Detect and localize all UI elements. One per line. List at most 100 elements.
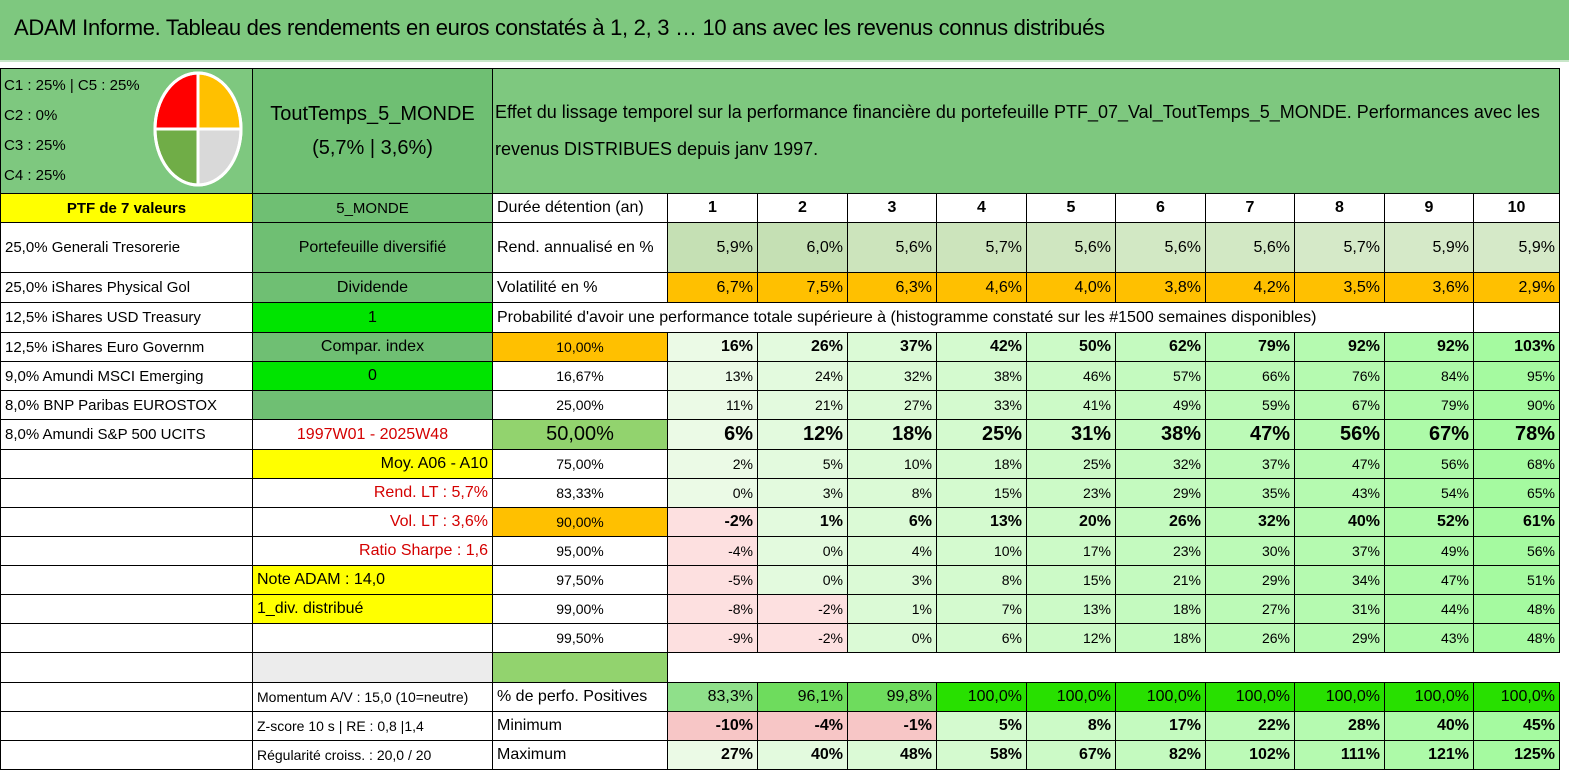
probability-value: 66% [1205, 361, 1295, 391]
table-row: 8,0% BNP Paribas EUROSTOX 25,00% 11% 21% 27%… [0, 390, 1560, 420]
performance-table: C1 : 25% | C5 : 25% C2 : 0% C3 : 25% C4 … [0, 68, 1560, 770]
probability-value: 49% [1384, 536, 1474, 566]
positive-perf-value: 83,3% [667, 682, 758, 712]
probability-value: 10% [847, 449, 937, 479]
probability-threshold: 25,00% [492, 390, 668, 420]
vol-value: 4,2% [1205, 272, 1295, 303]
probability-value: 18% [1115, 623, 1206, 653]
probability-threshold: 75,00% [492, 449, 668, 479]
probability-value: 32% [847, 361, 937, 391]
value-one: 1 [252, 302, 493, 333]
probability-value: 26% [757, 332, 848, 362]
probability-value: -2% [667, 507, 758, 537]
probability-value: 3% [847, 565, 937, 595]
monde-label: 5_MONDE [252, 193, 493, 223]
vol-value: 7,5% [757, 272, 848, 303]
maximum-value: 67% [1026, 740, 1116, 770]
probability-value: 78% [1473, 419, 1560, 450]
holding: 8,0% BNP Paribas EUROSTOX [0, 390, 253, 420]
probability-value: 32% [1205, 507, 1295, 537]
legend-line: C4 : 25% [4, 167, 66, 184]
minimum-value: 5% [936, 711, 1027, 741]
probability-value: 44% [1384, 594, 1474, 624]
vol-value: 4,0% [1026, 272, 1116, 303]
probability-value: 92% [1294, 332, 1385, 362]
empty-gray-cell [252, 652, 493, 683]
probability-value: 31% [1294, 594, 1385, 624]
probability-value: 92% [1384, 332, 1474, 362]
probability-threshold: 99,50% [492, 623, 668, 653]
probability-header: Probabilité d'avoir une performance tota… [492, 302, 1474, 333]
probability-value: 61% [1473, 507, 1560, 537]
empty-cell [668, 653, 758, 683]
probability-value: 47% [1384, 565, 1474, 595]
holding: 25,0% Generali Tresorerie [0, 222, 253, 273]
probability-value: 56% [1473, 536, 1560, 566]
positive-perf-label: % de perfo. Positives [492, 682, 668, 712]
probability-value: 84% [1384, 361, 1474, 391]
probability-value: 8% [936, 565, 1027, 595]
probability-value: -9% [667, 623, 758, 653]
maximum-value: 121% [1384, 740, 1474, 770]
empty-cell [0, 740, 253, 770]
positive-perf-value: 100,0% [1205, 682, 1295, 712]
minimum-value: 40% [1384, 711, 1474, 741]
probability-value: 103% [1473, 332, 1560, 362]
note-adam-label: Note ADAM : 14,0 [252, 565, 493, 595]
probability-value: 26% [1115, 507, 1206, 537]
vol-value: 6,7% [667, 272, 758, 303]
probability-value: 15% [1026, 565, 1116, 595]
vol-value: 3,8% [1115, 272, 1206, 303]
allocation-legend-cell: C1 : 25% | C5 : 25% C2 : 0% C3 : 25% C4 … [0, 68, 253, 194]
table-row: Z-score 10 s | RE : 0,8 |1,4 Minimum -10% -… [0, 711, 1560, 741]
probability-value: 13% [936, 507, 1027, 537]
holding: 8,0% Amundi S&P 500 UCITS [0, 419, 253, 450]
probability-value: 41% [1026, 390, 1116, 420]
probability-value: 47% [1294, 449, 1385, 479]
table-row: Moy. A06 - A10 75,00% 2% 5% 10% 18% 25% 32% 37% 4… [0, 449, 1560, 479]
probability-value: 34% [1294, 565, 1385, 595]
holding: 9,0% Amundi MSCI Emerging [0, 361, 253, 391]
probability-value: 62% [1115, 332, 1206, 362]
legend-line: C3 : 25% [4, 137, 66, 154]
probability-value: 47% [1205, 419, 1295, 450]
holding: 25,0% iShares Physical Gol [0, 272, 253, 303]
maximum-value: 58% [936, 740, 1027, 770]
probability-value: 29% [1294, 623, 1385, 653]
probability-value: 21% [757, 390, 848, 420]
probability-value: 23% [1026, 478, 1116, 508]
empty-green-cell [252, 390, 493, 420]
probability-value: 11% [667, 390, 758, 420]
minimum-value: 8% [1026, 711, 1116, 741]
maximum-value: 125% [1473, 740, 1560, 770]
vol-value: 4,6% [936, 272, 1027, 303]
duration-header: 10 [1473, 193, 1560, 223]
rend-value: 5,6% [1026, 222, 1116, 273]
positive-perf-value: 100,0% [1384, 682, 1474, 712]
portfolio-description: Effet du lissage temporel sur la perform… [495, 102, 1540, 159]
probability-threshold: 97,50% [492, 565, 668, 595]
value-zero: 0 [252, 361, 493, 391]
probability-value: 59% [1205, 390, 1295, 420]
probability-value: 68% [1473, 449, 1560, 479]
minimum-label: Minimum [492, 711, 668, 741]
probability-threshold: 95,00% [492, 536, 668, 566]
probability-value: 20% [1026, 507, 1116, 537]
probability-value: 43% [1384, 623, 1474, 653]
vol-label: Volatilité en % [492, 272, 668, 303]
probability-value: -5% [667, 565, 758, 595]
minimum-value: -10% [667, 711, 758, 741]
empty-cell [1206, 653, 1295, 683]
probability-value: 0% [847, 623, 937, 653]
table-row: 99,50% -9% -2% 0% 6% 12% 18% 26% 29% 43% 48% [0, 623, 1560, 653]
probability-value: 18% [1115, 594, 1206, 624]
empty-cell [0, 536, 253, 566]
probability-value: 37% [1205, 449, 1295, 479]
probability-threshold: 10,00% [492, 332, 668, 362]
holding: 12,5% iShares Euro Governm [0, 332, 253, 362]
probability-value: 6% [936, 623, 1027, 653]
duration-header: 4 [936, 193, 1027, 223]
probability-value: 90% [1473, 390, 1560, 420]
table-row: Note ADAM : 14,0 97,50% -5% 0% 3% 8% 15% 21% 29%… [0, 565, 1560, 595]
probability-value: 26% [1205, 623, 1295, 653]
